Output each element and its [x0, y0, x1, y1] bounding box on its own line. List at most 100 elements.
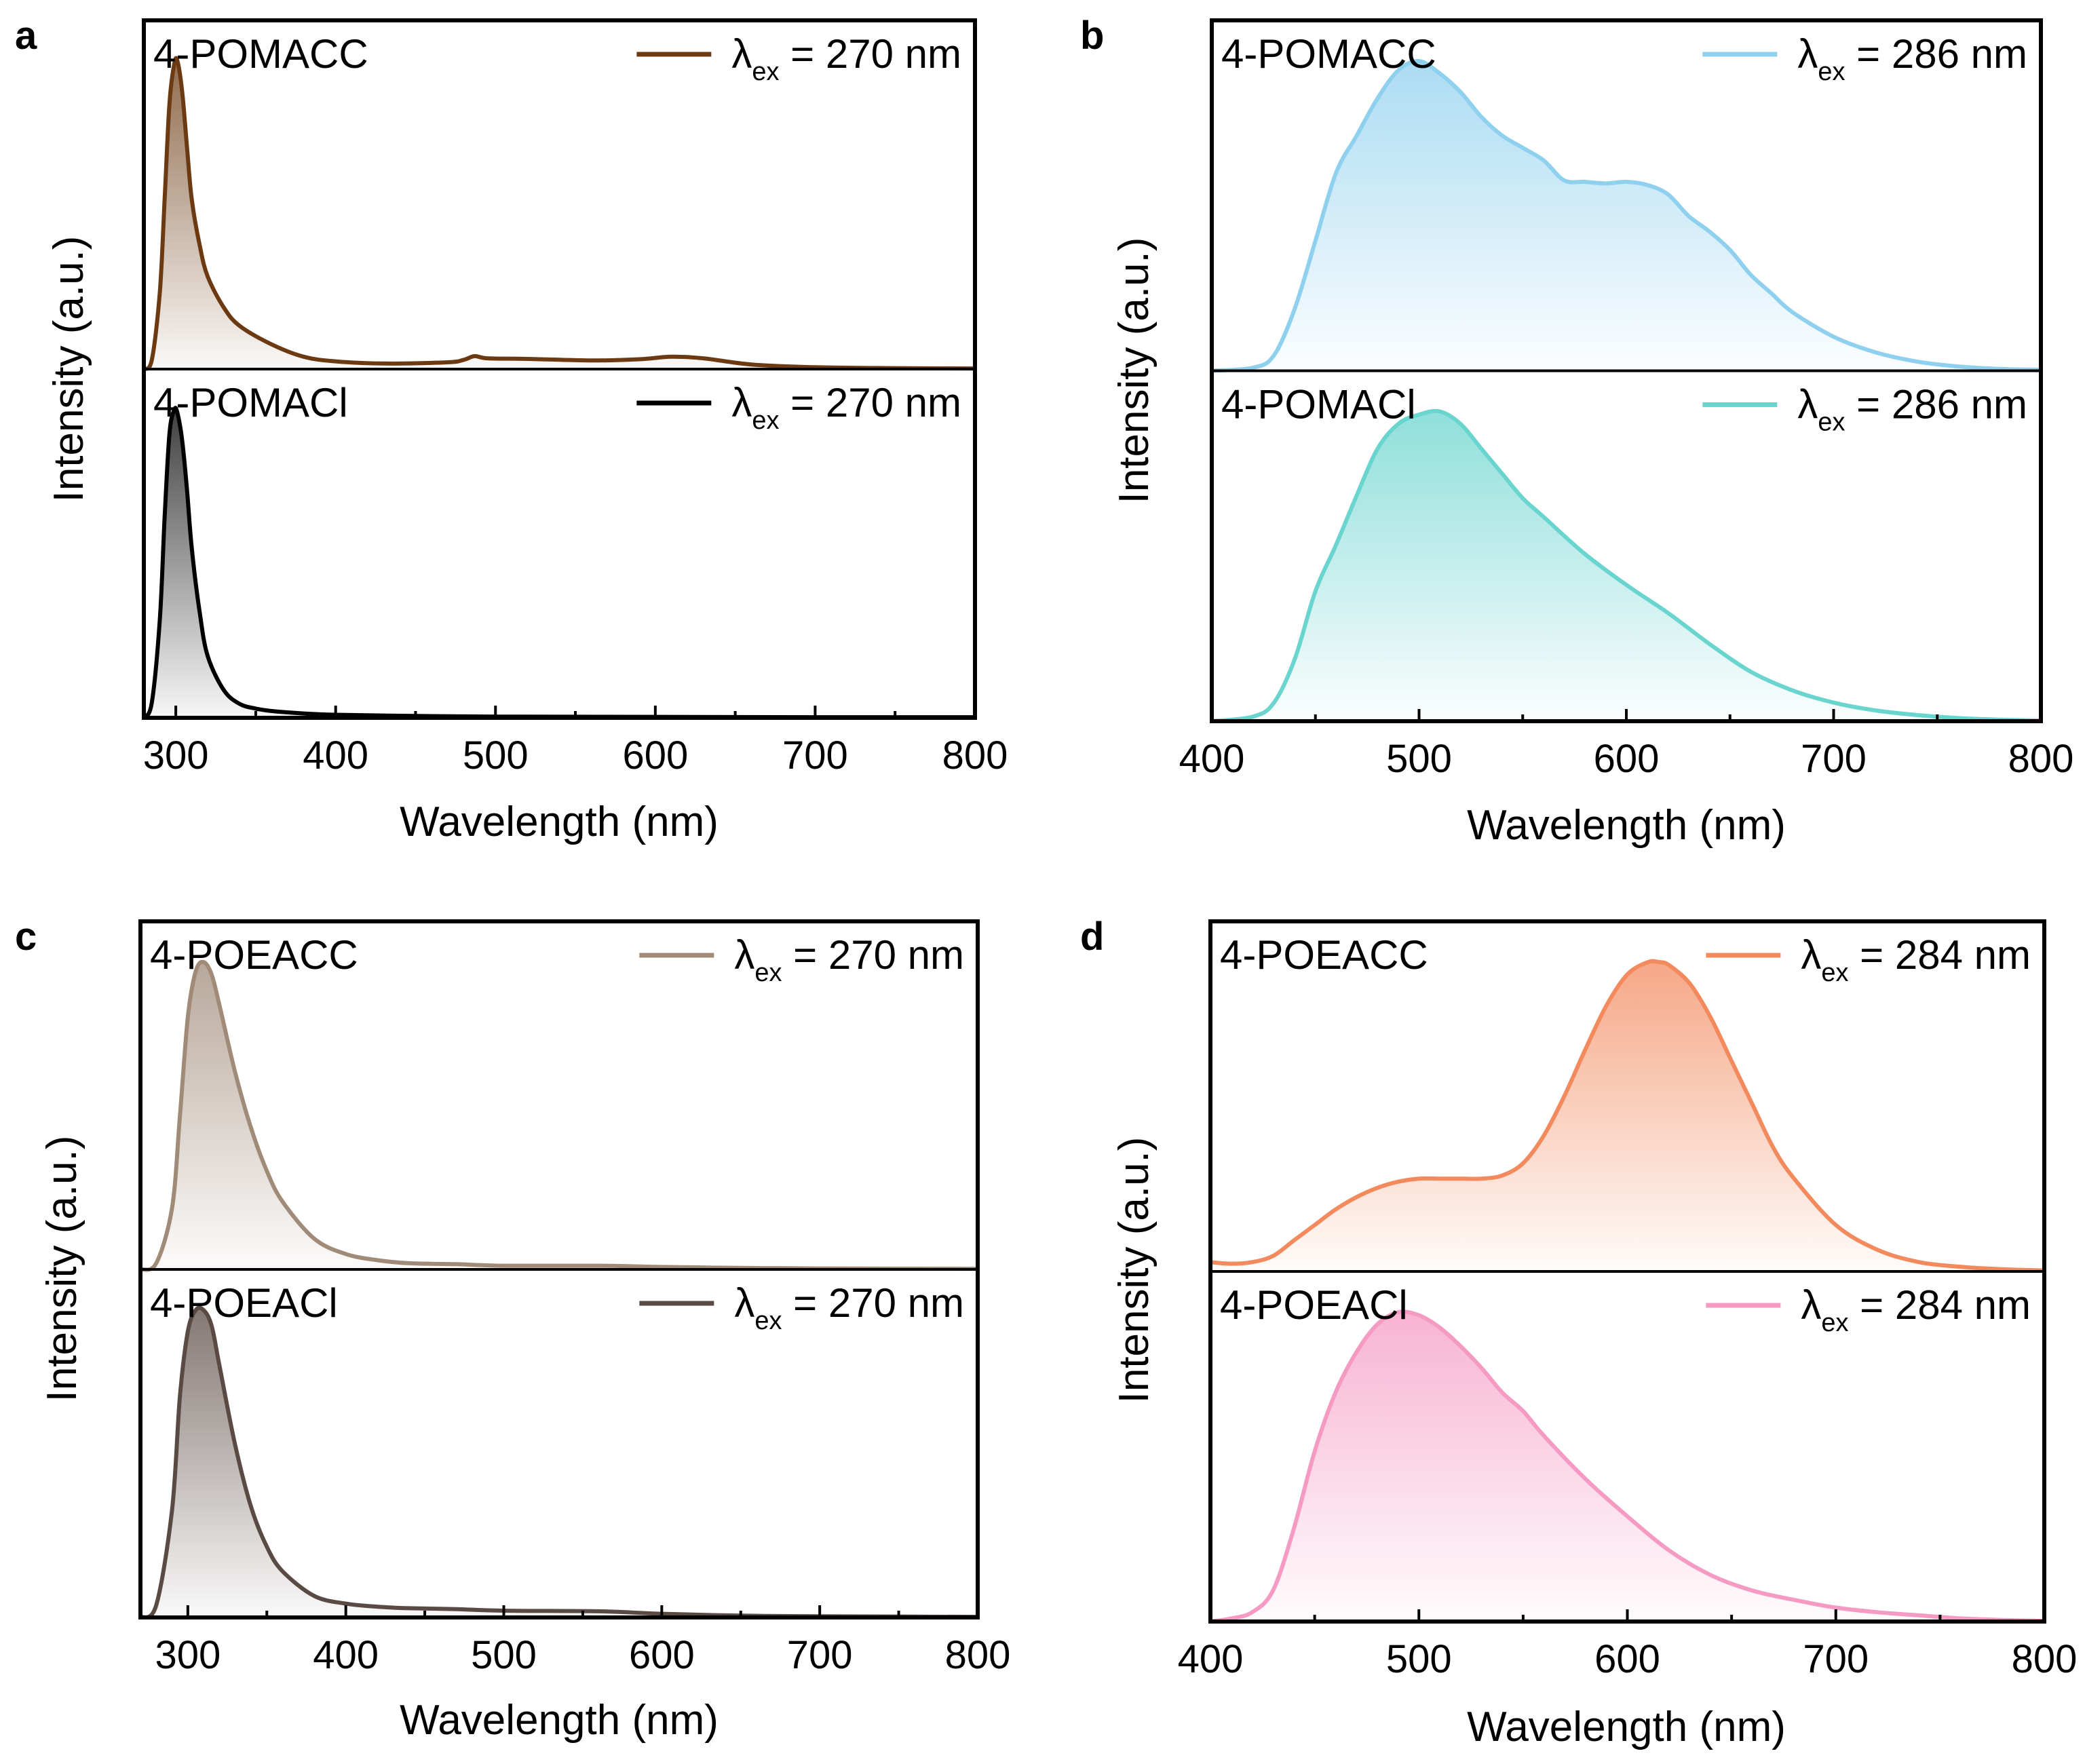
series-c-2	[139, 1305, 978, 1619]
legend-entry: λex = 270 nm	[636, 380, 961, 435]
legend-text: λex = 286 nm	[1797, 382, 2027, 437]
panel-c: c Intensity (a.u.) Wavelength (nm) 4-POE…	[15, 915, 1010, 1744]
x-tick-label: 800	[945, 1633, 1011, 1677]
series-b-1	[1211, 58, 2042, 373]
x-tick-label: 800	[2012, 1637, 2078, 1681]
x-axis-label-c: Wavelength (nm)	[400, 1697, 719, 1744]
x-tick-label: 700	[782, 733, 848, 778]
legend-text: λex = 270 nm	[731, 380, 961, 435]
series-name: 4-POMACC	[153, 31, 368, 77]
legend-subscript: ex	[754, 959, 782, 987]
series-name: 4-POEACl	[150, 1280, 338, 1326]
series-b-2	[1211, 408, 2042, 723]
x-tick-label: 500	[471, 1633, 537, 1677]
legend-value: = 284 nm	[1848, 1282, 2031, 1328]
x-tick-label: 300	[143, 733, 209, 778]
legend-subscript: ex	[1821, 959, 1848, 987]
legend-value: = 286 nm	[1845, 31, 2027, 77]
series-line	[1211, 408, 2042, 723]
panel-label-a: a	[15, 14, 37, 58]
x-tick-label: 400	[1178, 1637, 1244, 1681]
legend-entry: λex = 286 nm	[1702, 31, 2027, 86]
legend-value: = 270 nm	[779, 380, 961, 425]
legend-symbol: λ	[734, 932, 754, 978]
legend-text: λex = 284 nm	[1801, 1282, 2031, 1337]
x-tick-label: 600	[629, 1633, 695, 1677]
series-name: 4-POEACC	[1220, 932, 1428, 978]
x-axis-label-a: Wavelength (nm)	[400, 799, 719, 845]
series-name: 4-POEACl	[1220, 1282, 1408, 1328]
legend-symbol: λ	[1797, 382, 1818, 427]
legend-entry: λex = 270 nm	[636, 31, 961, 86]
x-tick-label: 500	[1386, 737, 1452, 781]
x-axis-label-d: Wavelength (nm)	[1467, 1704, 1786, 1750]
x-tick-label: 700	[1801, 737, 1867, 781]
series-a-2	[142, 406, 976, 720]
legend-subscript: ex	[752, 406, 779, 435]
series-area	[140, 1307, 978, 1617]
legend-subscript: ex	[1821, 1309, 1848, 1337]
x-tick-label: 500	[463, 733, 529, 778]
x-tick-label: 800	[2008, 737, 2074, 781]
series-area	[1212, 410, 2041, 721]
x-tick-label: 400	[313, 1633, 379, 1677]
x-tick-label: 400	[303, 733, 368, 778]
legend-symbol: λ	[1801, 1282, 1821, 1328]
series-d-1	[1210, 959, 2045, 1273]
x-tick-label: 600	[1594, 1637, 1660, 1681]
legend-value: = 270 nm	[782, 1280, 964, 1326]
series-a-1	[142, 56, 976, 371]
legend-entry: λex = 284 nm	[1706, 1282, 2031, 1337]
y-axis-label-a: Intensity (a.u.)	[45, 236, 92, 503]
series-name: 4-POEACC	[150, 932, 358, 978]
series-line	[1210, 1309, 2045, 1624]
panel-a: a Intensity (a.u.) Wavelength (nm) 4-POM…	[15, 14, 1008, 845]
series-area	[1210, 961, 2044, 1271]
panel-label-b: b	[1080, 14, 1104, 58]
x-tick-label: 700	[1803, 1637, 1869, 1681]
legend-value: = 286 nm	[1845, 382, 2027, 427]
panel-label-c: c	[15, 915, 37, 959]
legend-entry: λex = 286 nm	[1702, 382, 2027, 437]
series-line	[142, 56, 976, 371]
panel-label-d: d	[1080, 915, 1104, 959]
legend-text: λex = 270 nm	[731, 31, 961, 86]
x-tick-label: 600	[622, 733, 688, 778]
series-name: 4-POMACl	[1221, 382, 1416, 427]
legend-text: λex = 270 nm	[734, 1280, 964, 1335]
legend-subscript: ex	[752, 58, 779, 86]
series-d-2	[1210, 1309, 2045, 1624]
legend-text: λex = 286 nm	[1797, 31, 2027, 86]
x-tick-label: 400	[1179, 737, 1245, 781]
legend-text: λex = 284 nm	[1801, 932, 2031, 987]
series-area	[140, 961, 978, 1270]
series-line	[1211, 58, 2042, 373]
legend-subscript: ex	[1818, 58, 1845, 86]
series-c-1	[139, 959, 978, 1272]
legend-subscript: ex	[754, 1307, 782, 1335]
legend-symbol: λ	[731, 380, 752, 425]
legend-symbol: λ	[731, 31, 752, 77]
series-area	[144, 408, 975, 718]
legend-entry: λex = 284 nm	[1706, 932, 2031, 987]
legend-value: = 270 nm	[782, 932, 964, 978]
y-axis-label-d: Intensity (a.u.)	[1111, 1137, 1158, 1404]
panel-b: b Intensity (a.u.) Wavelength (nm) 4-POM…	[1080, 14, 2073, 849]
series-name: 4-POMACC	[1221, 31, 1436, 77]
series-area	[1210, 1311, 2044, 1622]
series-line	[139, 959, 978, 1272]
x-tick-label: 600	[1594, 737, 1660, 781]
panel-d: d Intensity (a.u.) Wavelength (nm) 4-POE…	[1080, 915, 2077, 1750]
x-tick-label: 300	[155, 1633, 221, 1677]
y-axis-label-b: Intensity (a.u.)	[1111, 237, 1158, 504]
legend-value: = 270 nm	[779, 31, 961, 77]
legend-subscript: ex	[1818, 408, 1845, 437]
series-area	[144, 58, 975, 369]
series-area	[1212, 60, 2041, 371]
legend-entry: λex = 270 nm	[639, 1280, 964, 1335]
legend-value: = 284 nm	[1848, 932, 2031, 978]
legend-text: λex = 270 nm	[734, 932, 964, 987]
x-axis-label-b: Wavelength (nm)	[1467, 802, 1786, 849]
x-tick-label: 800	[942, 733, 1008, 778]
